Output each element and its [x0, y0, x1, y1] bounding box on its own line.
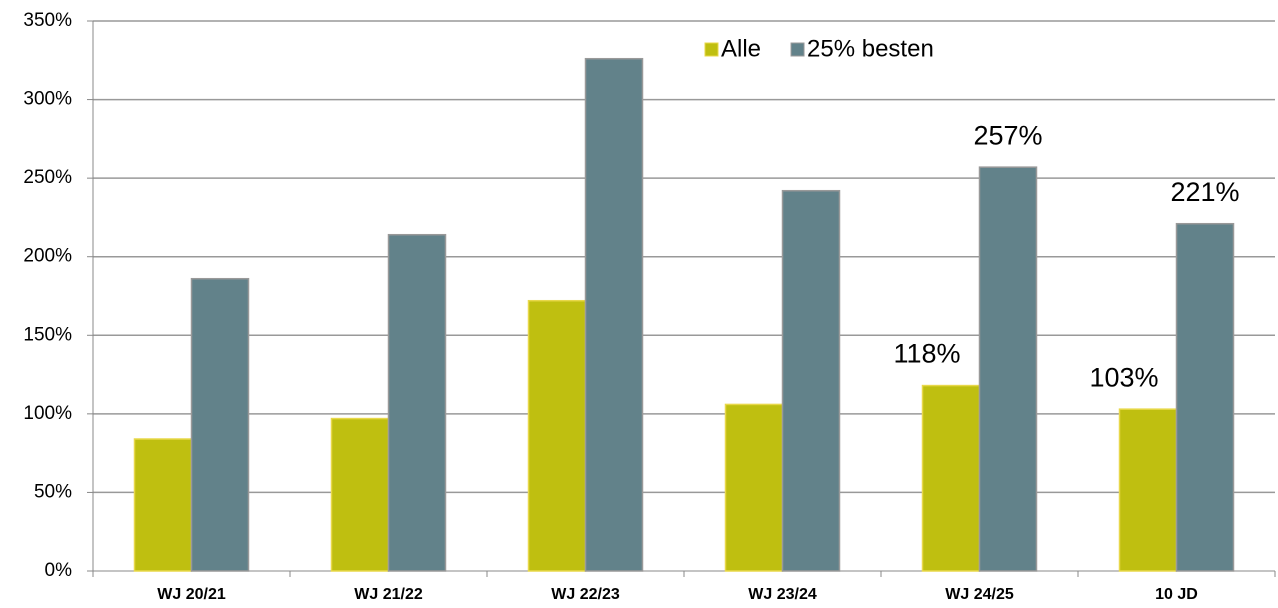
x-tick-label: WJ 23/24	[748, 586, 817, 603]
bar	[387, 233, 447, 572]
value-label: 118%	[893, 339, 960, 369]
bar	[724, 403, 784, 572]
value-label: 257%	[973, 120, 1042, 150]
bar	[1175, 222, 1235, 572]
y-tick-label: 100%	[23, 403, 72, 424]
x-tick-label: WJ 21/22	[354, 586, 423, 603]
value-label: 221%	[1170, 177, 1239, 207]
bar	[1118, 408, 1178, 572]
bar	[527, 299, 587, 572]
bar	[584, 57, 644, 572]
legend-label: 25% besten	[807, 35, 934, 62]
bar	[781, 189, 841, 572]
y-tick-label: 200%	[23, 246, 72, 267]
y-tick-label: 350%	[23, 10, 72, 31]
x-tick-label: WJ 24/25	[945, 586, 1014, 603]
bar	[921, 384, 981, 572]
x-tick-label: WJ 22/23	[551, 586, 620, 603]
bar	[330, 417, 390, 572]
y-tick-label: 150%	[23, 324, 72, 345]
bar	[978, 166, 1038, 572]
legend-swatch	[704, 42, 719, 57]
y-tick-label: 250%	[23, 167, 72, 188]
x-tick-label: 10 JD	[1155, 586, 1198, 603]
value-label: 103%	[1089, 362, 1158, 392]
bar	[190, 277, 250, 572]
y-tick-label: 300%	[23, 89, 72, 110]
legend-label: Alle	[721, 35, 761, 62]
bar	[133, 438, 193, 572]
legend-swatch	[790, 42, 805, 57]
y-tick-label: 50%	[34, 481, 72, 502]
y-tick-label: 0%	[45, 560, 73, 581]
x-tick-label: WJ 20/21	[157, 586, 226, 603]
